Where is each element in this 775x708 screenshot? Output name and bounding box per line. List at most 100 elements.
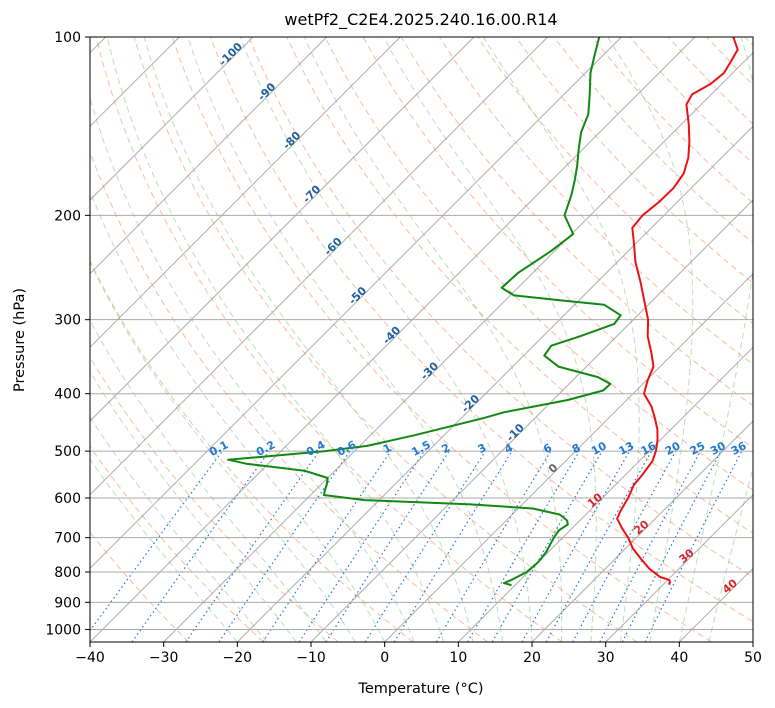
moist-adiabat-line xyxy=(143,37,474,642)
altitude-label: -30 xyxy=(418,359,441,382)
mixing-ratio-label: 0.1 xyxy=(207,438,230,459)
isotherm-line xyxy=(236,125,753,642)
dry-adiabat-line xyxy=(171,37,712,642)
x-tick-label: −20 xyxy=(223,650,253,666)
y-tick-label: 600 xyxy=(54,491,81,507)
mixing-ratio-line xyxy=(298,450,425,642)
x-tick-label: 40 xyxy=(670,650,688,666)
x-tick-label: 50 xyxy=(744,650,762,666)
moist-adiabat-line xyxy=(90,189,386,642)
y-tick-label: 1000 xyxy=(45,622,81,638)
mixing-ratio-label: 1.5 xyxy=(409,438,432,459)
chart-title: wetPf2_C2E4.2025.240.16.00.R14 xyxy=(284,10,557,30)
moist-adiabat-line xyxy=(239,37,533,642)
y-tick-label: 400 xyxy=(54,387,81,403)
mixing-ratio-line xyxy=(521,450,631,642)
x-tick-label: 20 xyxy=(523,650,541,666)
y-axis-label: Pressure (hPa) xyxy=(12,288,28,392)
altitude-label: -70 xyxy=(300,182,323,205)
dry-adiabat-line xyxy=(90,356,339,642)
dry-adiabat-line xyxy=(706,37,753,86)
mixing-ratio-line xyxy=(599,450,702,642)
moist-adiabat-line xyxy=(106,37,445,642)
mixing-ratio-line xyxy=(644,450,743,642)
dry-adiabat-line xyxy=(90,531,190,642)
moist-adiabat-line xyxy=(303,37,563,642)
mixing-ratio-label: 30 xyxy=(708,439,728,458)
dry-adiabat-line xyxy=(90,259,414,642)
mixing-ratio-label: 2 xyxy=(439,441,452,456)
mixing-ratio-label: 1 xyxy=(381,441,394,456)
dry-adiabat-line xyxy=(95,37,563,642)
theta-label: 40 xyxy=(720,576,740,596)
moist-adiabat-line xyxy=(90,319,327,642)
mixing-ratio-line xyxy=(325,450,450,642)
mixing-ratio-label: 20 xyxy=(663,439,683,458)
theta-label: 10 xyxy=(585,490,605,510)
isotherm-line xyxy=(90,37,475,422)
mixing-ratio-label: 36 xyxy=(729,439,749,458)
moist-adiabat-line xyxy=(187,37,503,642)
moist-adiabat-line xyxy=(90,458,238,642)
isotherm-line xyxy=(310,199,753,642)
moist-adiabat-line xyxy=(90,260,356,642)
dry-adiabat-line xyxy=(133,37,638,642)
mixing-ratio-line xyxy=(364,450,486,642)
x-tick-label: 0 xyxy=(380,650,389,666)
altitude-label: -50 xyxy=(346,284,369,307)
x-tick-label: 30 xyxy=(597,650,615,666)
mixing-ratio-label: 3 xyxy=(476,441,489,456)
y-tick-label: 700 xyxy=(54,531,81,547)
dry-adiabat-line xyxy=(553,37,753,244)
dewpoint-profile-line xyxy=(227,37,622,587)
altitude-label: -10 xyxy=(504,421,527,444)
dry-adiabat-line xyxy=(210,37,753,623)
mixing-ratio-label: 25 xyxy=(688,439,708,458)
y-tick-label: 900 xyxy=(54,595,81,611)
x-tick-label: −30 xyxy=(149,650,179,666)
mixing-ratio-line xyxy=(131,450,270,642)
mixing-ratio-line xyxy=(572,450,677,642)
dry-adiabat-line xyxy=(90,150,488,642)
x-tick-label: −40 xyxy=(75,650,105,666)
isotherm-line xyxy=(90,37,549,496)
altitude-label: -100 xyxy=(216,40,245,69)
mixing-ratio-line xyxy=(545,450,653,642)
isotherm-line xyxy=(678,567,753,642)
moist-adiabat-line xyxy=(708,466,753,642)
mixing-ratio-line xyxy=(466,450,580,642)
theta-label: 30 xyxy=(677,546,697,566)
isotherm-line xyxy=(90,37,401,349)
isotherm-line xyxy=(531,420,753,642)
isotherm-line xyxy=(752,641,753,642)
mixing-ratio-label: 0.4 xyxy=(304,438,328,459)
x-tick-label: −10 xyxy=(296,650,326,666)
mixing-ratio-line xyxy=(262,450,392,642)
mixing-ratio-line xyxy=(90,450,223,632)
isotherm-line xyxy=(457,346,753,642)
moist-adiabat-line xyxy=(90,416,268,642)
dry-adiabat-line xyxy=(515,37,753,284)
isotherm-line xyxy=(90,37,696,642)
mixing-ratio-label: 0.6 xyxy=(335,438,359,459)
altitude-label: -40 xyxy=(380,324,403,347)
moist-adiabat-line xyxy=(482,37,640,642)
mixing-ratio-label: 6 xyxy=(541,441,554,456)
altitude-label: -60 xyxy=(322,235,345,258)
moist-adiabat-line xyxy=(383,37,597,642)
isotherm-line xyxy=(90,37,254,201)
moist-adiabat-line xyxy=(90,370,297,642)
y-tick-label: 200 xyxy=(54,208,81,224)
moist-adiabat-line xyxy=(678,37,753,642)
isopleth-labels: 0.1 0.2 0.4 0.6 1 1.5 2 3 4 6 8 10 13 16 20 25 30 36-100-… xyxy=(207,40,749,597)
isotherm-line xyxy=(384,272,753,642)
isotherm-line xyxy=(605,493,753,642)
x-tick-label: 10 xyxy=(449,650,467,666)
dry-adiabat-line xyxy=(744,37,753,47)
plot-frame xyxy=(89,36,754,643)
altitude-label: -20 xyxy=(459,392,482,415)
isotherm-line xyxy=(163,51,753,642)
mixing-ratio-label: 16 xyxy=(639,439,659,458)
mixing-ratio-label: 8 xyxy=(570,441,583,456)
dry-adiabat-line xyxy=(438,37,753,366)
